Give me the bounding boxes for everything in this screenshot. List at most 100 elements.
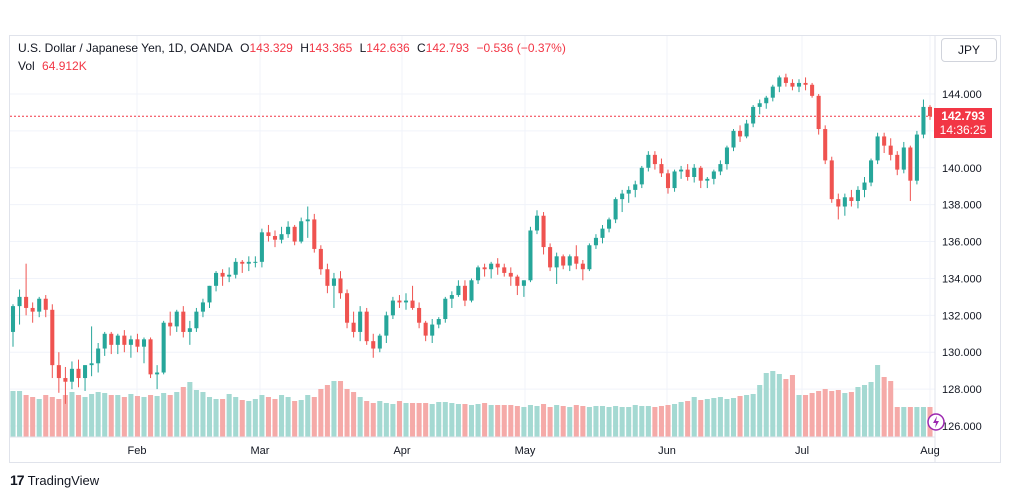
candle-body bbox=[738, 130, 743, 137]
candle-body bbox=[122, 335, 127, 345]
candle-body bbox=[364, 311, 369, 342]
candle-body bbox=[148, 339, 153, 375]
candle-body bbox=[194, 311, 199, 329]
chart-frame[interactable]: 144.000142.000140.000138.000136.000134.0… bbox=[9, 35, 1001, 463]
candle-body bbox=[908, 147, 913, 181]
candle-body bbox=[764, 97, 769, 104]
candle-body bbox=[698, 167, 703, 181]
candle-body bbox=[312, 219, 317, 249]
candle-body bbox=[574, 256, 579, 264]
candle-body bbox=[233, 261, 238, 275]
candle-body bbox=[384, 315, 389, 336]
volume-label[interactable]: Vol bbox=[18, 59, 35, 73]
volume-bar bbox=[62, 395, 68, 437]
candle-body bbox=[790, 82, 795, 87]
volume-bar bbox=[141, 397, 147, 437]
candle-body bbox=[469, 280, 474, 301]
candle-body bbox=[515, 276, 520, 286]
volume-bar bbox=[429, 404, 435, 437]
candle-body bbox=[862, 182, 867, 190]
volume-bar bbox=[200, 392, 206, 437]
volume-bar bbox=[468, 405, 475, 437]
candle-body bbox=[679, 169, 684, 172]
volume-bar bbox=[652, 407, 658, 437]
candle-body bbox=[561, 256, 566, 266]
candle-body bbox=[436, 319, 441, 325]
volume-bar bbox=[121, 397, 127, 437]
volume-bar bbox=[128, 394, 134, 437]
candle-body bbox=[292, 226, 297, 242]
currency-button[interactable]: JPY bbox=[941, 38, 997, 62]
chart-canvas[interactable]: 144.000142.000140.000138.000136.000134.0… bbox=[10, 36, 1000, 462]
volume-bar bbox=[436, 402, 442, 437]
volume-bar bbox=[593, 406, 599, 437]
candle-body bbox=[783, 77, 788, 83]
time-tick-label: Mar bbox=[251, 445, 270, 457]
volume-bar bbox=[69, 392, 75, 437]
candle-body bbox=[272, 236, 278, 240]
volume-bar bbox=[344, 389, 350, 437]
volume-bar bbox=[30, 397, 36, 437]
candle-body bbox=[83, 365, 88, 379]
volume-bar bbox=[449, 403, 455, 437]
time-tick-label: Jul bbox=[795, 445, 809, 457]
volume-bar bbox=[776, 374, 782, 437]
price-axis[interactable]: 144.000142.000140.000138.000136.000134.0… bbox=[942, 89, 982, 433]
candle-body bbox=[711, 171, 716, 179]
volume-bar bbox=[95, 392, 101, 437]
candle-body bbox=[410, 300, 415, 308]
candle-body bbox=[76, 368, 81, 379]
price-tick-label: 128.000 bbox=[942, 384, 982, 396]
volume-bar bbox=[744, 395, 750, 437]
candle-body bbox=[901, 147, 906, 170]
candle-body bbox=[37, 298, 42, 312]
volume-bar bbox=[56, 399, 62, 437]
candle-body bbox=[279, 234, 284, 240]
time-axis[interactable]: Feb Mar Apr May Jun Jul Aug bbox=[128, 445, 940, 457]
candle-body bbox=[777, 77, 782, 87]
volume-legend: Vol 64.912K bbox=[18, 59, 91, 73]
price-tick-label: 130.000 bbox=[942, 347, 982, 359]
volume-bar bbox=[672, 404, 678, 437]
candle-body bbox=[220, 272, 225, 277]
volume-bar bbox=[488, 405, 494, 437]
volume-bar bbox=[455, 404, 461, 437]
candle-body bbox=[266, 232, 271, 237]
volume-bar bbox=[573, 405, 579, 437]
candle-body bbox=[24, 296, 29, 308]
volume-bar bbox=[410, 403, 416, 437]
candle-body bbox=[600, 228, 605, 238]
volume-bar bbox=[174, 392, 180, 437]
candle-body bbox=[646, 154, 651, 168]
candle-body bbox=[731, 130, 736, 148]
price-tick-label: 134.000 bbox=[942, 273, 982, 285]
volume-bar bbox=[914, 407, 920, 437]
candle-body bbox=[528, 230, 533, 281]
candle-body bbox=[724, 147, 729, 165]
candle-body bbox=[921, 106, 926, 135]
candle-body bbox=[751, 106, 756, 124]
candle-body bbox=[823, 129, 828, 161]
candle-body bbox=[534, 215, 540, 231]
volume-bar bbox=[508, 405, 514, 437]
volume-bar bbox=[82, 397, 88, 437]
candle-body bbox=[56, 365, 61, 379]
volume-bar bbox=[167, 395, 173, 437]
candle-body bbox=[10, 306, 16, 332]
candle-body bbox=[390, 300, 395, 316]
volume-bar bbox=[816, 391, 822, 437]
candle-body bbox=[305, 219, 310, 222]
candle-body bbox=[757, 103, 762, 107]
volume-bar bbox=[783, 379, 789, 437]
volume-bar bbox=[495, 405, 501, 437]
event-marker-icon[interactable] bbox=[927, 413, 945, 431]
volume-bar bbox=[763, 373, 769, 437]
tradingview-logo[interactable]: 17 TradingView bbox=[10, 472, 99, 488]
candle-body bbox=[102, 333, 107, 349]
volume-bar bbox=[888, 381, 894, 437]
symbol-title[interactable]: U.S. Dollar / Japanese Yen, 1D, OANDA bbox=[18, 41, 233, 55]
volume-bar bbox=[311, 397, 317, 437]
candle-body bbox=[200, 302, 205, 312]
volume-bar bbox=[161, 393, 167, 437]
candle-body bbox=[829, 160, 834, 200]
